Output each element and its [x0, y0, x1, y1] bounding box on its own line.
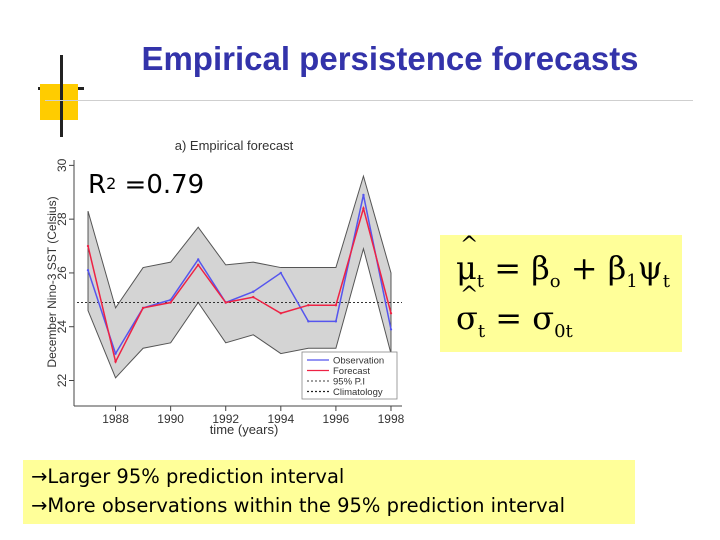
observation-point	[86, 269, 90, 272]
legend-label: Climatology	[333, 387, 383, 398]
r-squared-symbol: R	[88, 170, 107, 200]
x-tick-label: 1988	[102, 412, 129, 426]
title-divider	[45, 100, 693, 101]
observation-point	[196, 258, 200, 261]
legend-label: 95% P.I	[333, 377, 365, 388]
observation-point	[389, 328, 393, 331]
accent-bar-vertical-front	[60, 80, 63, 124]
chart-title: a) Empirical forecast	[175, 138, 294, 153]
forecast-point	[86, 244, 90, 248]
x-axis-label: time (years)	[210, 422, 279, 437]
beta-one: β	[607, 249, 627, 287]
forecast-point	[334, 304, 338, 307]
psi: ψ	[637, 249, 663, 287]
observation-point	[362, 193, 365, 197]
r-squared-label: R2 =0.79	[88, 170, 204, 200]
sigma-hat: σ	[456, 283, 478, 337]
model-equations: μt = βo + β1ψt σt = σ0t	[440, 233, 682, 352]
sigma-zero-subscript: 0t	[554, 321, 573, 342]
y-tick-label: 24	[55, 320, 69, 334]
accent-square	[40, 84, 78, 120]
notes-box: →Larger 95% prediction interval →More ob…	[23, 460, 635, 524]
legend-label: Forecast	[333, 366, 370, 377]
forecast-point	[362, 207, 365, 210]
y-axis-label: December Nino-3 SST (Celsius)	[45, 196, 59, 367]
y-tick-label: 28	[55, 212, 69, 226]
mu-subscript: t	[476, 271, 485, 292]
x-tick-label: 1992	[212, 412, 239, 426]
x-tick-label: 1990	[157, 412, 184, 426]
note-line-1: →Larger 95% prediction interval	[31, 465, 345, 488]
sigma-subscript: t	[477, 321, 486, 342]
observation-point	[334, 320, 338, 323]
plus-sign: +	[560, 249, 608, 287]
beta-zero: β	[531, 249, 550, 287]
psi-subscript: t	[662, 271, 670, 292]
forecast-point	[252, 295, 255, 299]
observation-point	[307, 320, 310, 323]
equals-sign-2: =	[485, 299, 533, 337]
note-line-2: →More observations within the 95% predic…	[31, 494, 566, 517]
forecast-point	[389, 312, 393, 315]
mu-hat: μ	[456, 233, 478, 287]
forecast-point	[141, 306, 145, 310]
forecast-point	[307, 304, 310, 307]
x-tick-label: 1994	[267, 412, 294, 426]
slide-title: Empirical persistence forecasts	[141, 40, 639, 77]
forecast-point	[114, 360, 117, 363]
r-squared-value: =0.79	[116, 170, 205, 200]
y-tick-label: 26	[55, 266, 69, 280]
observation-point	[279, 271, 283, 275]
observation-point	[252, 290, 255, 293]
forecast-point	[196, 263, 200, 267]
observation-point	[114, 352, 117, 355]
y-tick-label: 30	[55, 158, 69, 172]
equals-sign: =	[484, 249, 532, 287]
forecast-point	[279, 312, 283, 315]
legend-label: Observation	[333, 356, 384, 367]
y-tick-label: 22	[55, 373, 69, 387]
forecast-point	[169, 301, 172, 304]
forecast-point	[224, 301, 227, 304]
series-line-forecast	[87, 205, 392, 364]
x-tick-label: 1996	[323, 412, 350, 426]
beta-zero-subscript: o	[549, 271, 561, 292]
sigma-zero: σ	[532, 299, 555, 337]
beta-one-subscript: 1	[626, 271, 638, 292]
r-squared-exponent: 2	[106, 174, 117, 193]
sd-equation: σt = σ0t	[456, 283, 573, 342]
sst-forecast-chart: 1988 1990 1992 1994 1996 1998 22 24 26 28 30 Obser…	[45, 138, 405, 437]
mean-equation: μt = βo + β1ψt	[456, 233, 670, 292]
x-tick-label: 1998	[378, 412, 405, 426]
